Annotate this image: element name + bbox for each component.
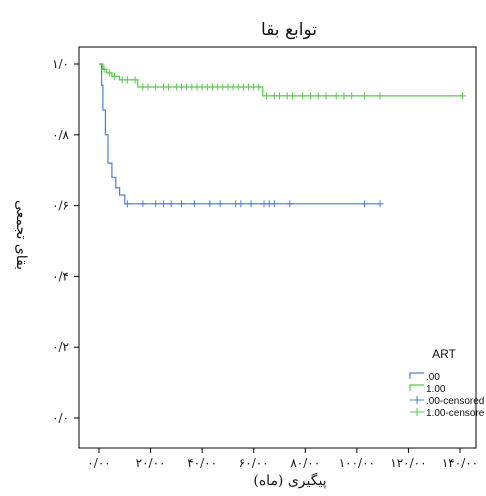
censor-mark-series-0 <box>361 200 369 208</box>
censor-mark-series-1 <box>110 72 118 80</box>
legend-entry-2: .00-censored <box>410 396 484 407</box>
censor-mark-series-1 <box>152 83 160 91</box>
censor-mark-series-1 <box>340 92 348 100</box>
censor-mark-series-0 <box>167 200 175 208</box>
censor-mark-series-1 <box>165 83 173 91</box>
censor-mark-series-1 <box>332 92 340 100</box>
plot-frame <box>78 46 477 449</box>
censor-mark-series-0 <box>237 200 245 208</box>
y-tick-label: ۱/۰ <box>52 57 69 71</box>
legend-entry-1: 1.00 <box>409 384 446 395</box>
censor-mark-series-1 <box>105 69 113 77</box>
survival-curve-series-1 <box>99 63 463 97</box>
x-tick-label: ۱۰۰/۰۰ <box>339 456 375 470</box>
y-tick-label: ۰/۶ <box>52 199 69 213</box>
chart-title: توابع بقا <box>261 20 317 40</box>
censor-mark-series-1 <box>131 76 139 84</box>
x-tick-label: ۰/۰۰ <box>87 456 110 470</box>
censor-mark-series-1 <box>361 92 369 100</box>
censor-mark-series-0 <box>286 200 294 208</box>
censor-mark-series-0 <box>159 200 167 208</box>
censor-mark-series-1 <box>100 65 108 73</box>
y-tick-label: ۰/۰ <box>52 411 69 425</box>
censor-mark-series-1 <box>314 92 322 100</box>
censor-mark-series-0 <box>139 200 147 208</box>
legend-entry-3: 1.00-censore <box>410 408 485 419</box>
legend-entry-0: .00 <box>409 372 440 383</box>
plot-layer: ۰/۰۰ ۲۰/۰۰ ۴۰/۰۰ ۶۰/۰۰ ۸۰/۰۰ ۱۰۰/۰۰ ۱۲۰/۰۰ ۱۴۰/… <box>52 46 478 470</box>
censor-mark-series-0 <box>190 200 198 208</box>
censor-mark-series-1 <box>322 92 330 100</box>
x-axis-title: پیگیری (ماه) <box>253 472 326 489</box>
x-tick-label: ۸۰/۰۰ <box>290 456 320 470</box>
censor-mark-series-1 <box>276 92 283 100</box>
x-tick-label: ۱۲۰/۰۰ <box>390 456 426 470</box>
y-tick-label: ۰/۸ <box>52 128 69 142</box>
censor-mark-series-1 <box>123 76 131 84</box>
legend-label: 1.00-censore <box>426 408 485 419</box>
y-tick-label: ۰/۲ <box>52 340 69 354</box>
censor-mark-series-0 <box>206 200 214 208</box>
censor-mark-series-1 <box>459 92 467 100</box>
censor-mark-series-0 <box>247 200 255 208</box>
legend-title: ART <box>432 347 456 361</box>
y-axis-title: بقای تجمعی <box>13 200 29 270</box>
x-tick-label: ۴۰/۰۰ <box>187 456 217 470</box>
y-tick-label: ۰/۴ <box>52 269 69 283</box>
censor-mark-series-0 <box>270 200 278 208</box>
censor-mark-series-1 <box>376 92 384 100</box>
legend-swatch <box>409 372 424 379</box>
censor-mark-series-1 <box>288 92 296 100</box>
censor-mark-series-1 <box>144 83 152 91</box>
censor-mark-series-1 <box>306 92 314 100</box>
censor-mark-series-0 <box>123 200 131 208</box>
legend-label: .00 <box>426 372 440 383</box>
censor-mark-series-0 <box>376 200 384 208</box>
survival-curve-series-0 <box>99 63 381 205</box>
x-tick-label: ۲۰/۰۰ <box>136 456 166 470</box>
censor-mark-series-0 <box>216 200 224 208</box>
x-tick-label: ۶۰/۰۰ <box>239 456 269 470</box>
censor-mark-series-1 <box>263 92 271 100</box>
legend-swatch <box>409 384 424 391</box>
legend-label: 1.00 <box>426 384 446 395</box>
censor-mark-series-1 <box>348 92 356 100</box>
x-tick-label: ۱۴۰/۰۰ <box>442 456 478 470</box>
censor-mark-series-0 <box>152 200 160 208</box>
censor-mark-series-1 <box>299 92 307 100</box>
legend-label: .00-censored <box>426 396 484 407</box>
censor-mark-series-0 <box>178 200 186 208</box>
censor-mark-series-1 <box>255 83 263 91</box>
